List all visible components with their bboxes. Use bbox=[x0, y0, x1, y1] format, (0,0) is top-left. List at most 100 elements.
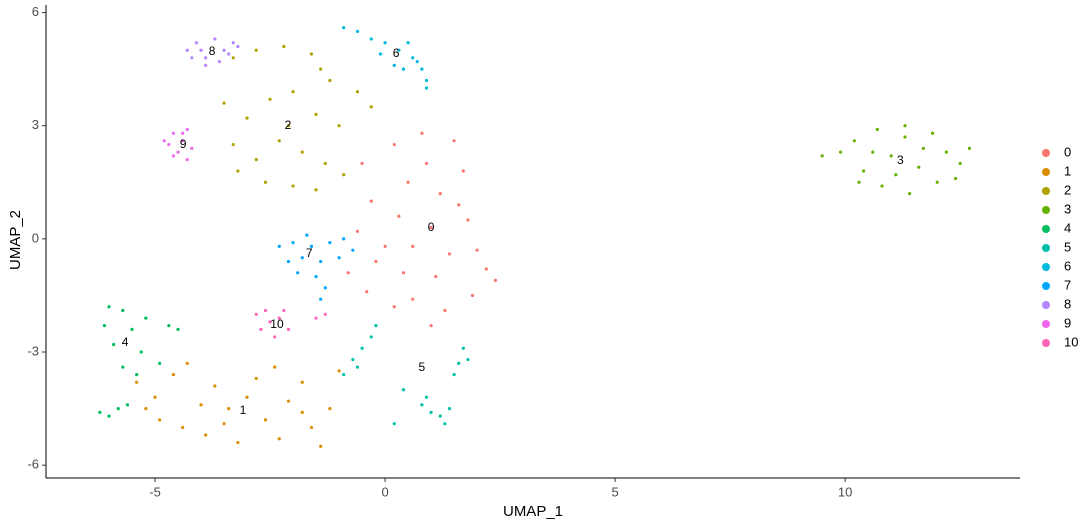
point bbox=[139, 350, 143, 354]
point bbox=[369, 37, 373, 41]
point bbox=[254, 312, 258, 316]
point bbox=[282, 44, 286, 49]
point bbox=[944, 150, 948, 154]
point bbox=[457, 361, 461, 365]
point bbox=[277, 244, 281, 249]
point bbox=[420, 131, 424, 135]
point bbox=[420, 67, 424, 71]
point bbox=[176, 150, 180, 154]
point bbox=[447, 406, 452, 411]
point bbox=[125, 403, 130, 407]
cluster-label: 6 bbox=[393, 46, 400, 60]
point bbox=[286, 327, 291, 331]
cluster-label: 4 bbox=[122, 335, 129, 349]
point bbox=[144, 316, 148, 320]
point bbox=[227, 406, 231, 411]
legend-label: 9 bbox=[1064, 315, 1071, 330]
point bbox=[820, 154, 824, 158]
point bbox=[857, 180, 861, 184]
x-tick-label: -5 bbox=[149, 484, 161, 499]
point bbox=[470, 293, 475, 298]
point bbox=[171, 154, 176, 158]
point bbox=[171, 131, 176, 135]
point bbox=[323, 161, 327, 166]
point bbox=[392, 63, 396, 67]
point bbox=[190, 146, 194, 150]
point bbox=[102, 324, 107, 328]
point bbox=[342, 237, 346, 241]
point bbox=[185, 158, 189, 162]
point bbox=[263, 418, 268, 422]
point bbox=[268, 320, 272, 324]
legend-swatch bbox=[1042, 244, 1050, 252]
point bbox=[194, 41, 199, 45]
point bbox=[300, 380, 304, 384]
point bbox=[383, 244, 387, 249]
point bbox=[181, 139, 185, 143]
point bbox=[411, 56, 415, 60]
point bbox=[277, 316, 281, 320]
point bbox=[300, 256, 304, 260]
point bbox=[199, 48, 203, 52]
cluster-label: 7 bbox=[306, 246, 313, 260]
point bbox=[328, 78, 332, 83]
point bbox=[107, 414, 111, 418]
point bbox=[245, 395, 249, 399]
point bbox=[443, 422, 447, 426]
point bbox=[434, 274, 438, 279]
point bbox=[135, 373, 139, 377]
point bbox=[309, 244, 314, 249]
point bbox=[282, 308, 286, 313]
legend-label: 6 bbox=[1064, 258, 1071, 273]
point bbox=[259, 327, 263, 331]
point bbox=[903, 135, 907, 139]
point bbox=[457, 203, 461, 207]
point bbox=[185, 361, 189, 365]
point bbox=[342, 173, 346, 177]
point bbox=[286, 259, 291, 264]
point bbox=[254, 158, 258, 162]
point bbox=[397, 214, 401, 218]
legend-swatch bbox=[1042, 168, 1050, 176]
point bbox=[355, 365, 360, 369]
point bbox=[171, 373, 176, 377]
point bbox=[273, 335, 277, 339]
point bbox=[967, 146, 971, 150]
point bbox=[424, 395, 429, 399]
point bbox=[374, 324, 378, 328]
legend-swatch bbox=[1042, 301, 1050, 309]
x-tick-label: 10 bbox=[838, 484, 852, 499]
point bbox=[365, 290, 369, 294]
legend-swatch bbox=[1042, 320, 1050, 328]
legend-label: 2 bbox=[1064, 182, 1071, 197]
y-tick-label: -6 bbox=[27, 457, 39, 472]
point bbox=[153, 395, 157, 399]
point bbox=[130, 327, 134, 331]
point bbox=[291, 90, 295, 94]
point bbox=[314, 188, 318, 192]
point bbox=[452, 139, 456, 143]
point bbox=[411, 297, 415, 301]
point bbox=[443, 308, 447, 313]
point bbox=[958, 161, 962, 166]
point bbox=[424, 86, 429, 90]
point bbox=[319, 259, 323, 264]
point bbox=[231, 142, 235, 147]
point bbox=[162, 139, 166, 143]
point bbox=[309, 52, 314, 56]
point bbox=[369, 199, 373, 203]
point bbox=[291, 241, 295, 245]
point bbox=[204, 63, 208, 67]
y-tick-label: -3 bbox=[27, 343, 39, 358]
point bbox=[369, 335, 373, 339]
point bbox=[351, 357, 355, 362]
point bbox=[319, 67, 323, 71]
point bbox=[378, 52, 383, 56]
point bbox=[236, 44, 240, 49]
point bbox=[213, 384, 217, 388]
legend-swatch bbox=[1042, 149, 1050, 157]
point bbox=[342, 373, 346, 377]
cluster-label: 0 bbox=[428, 220, 435, 234]
point bbox=[871, 150, 875, 154]
